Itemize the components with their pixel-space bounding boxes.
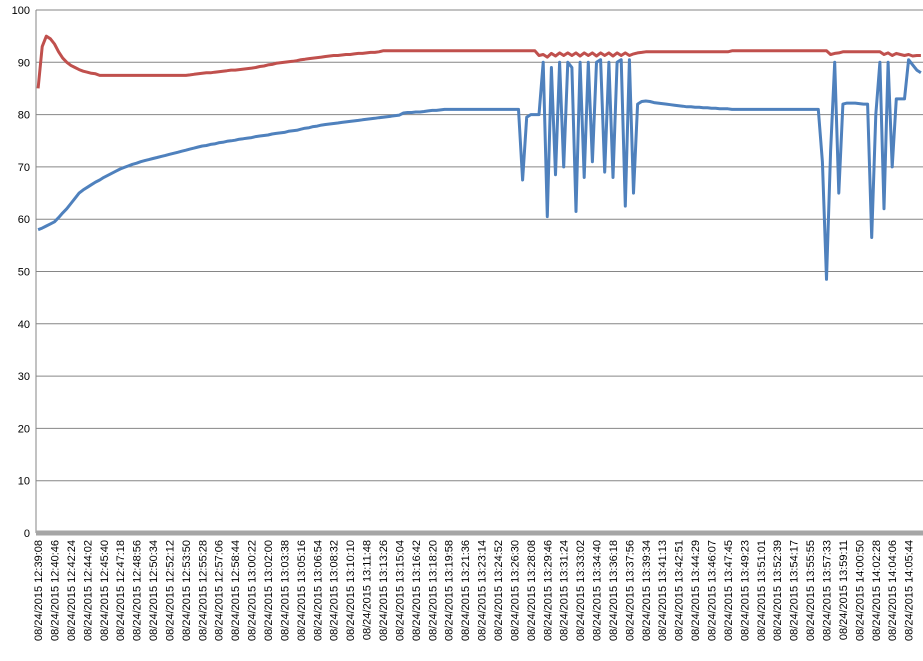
x-tick-label: 08/24/2015 13:44:29 bbox=[690, 540, 702, 641]
x-tick-label: 08/24/2015 13:57:33 bbox=[821, 540, 833, 641]
x-tick-label: 08/24/2015 13:03:38 bbox=[279, 540, 291, 641]
x-tick-label: 08/24/2015 13:02:00 bbox=[263, 540, 275, 641]
y-tick-label: 20 bbox=[18, 423, 30, 435]
x-tick-label: 08/24/2015 13:34:40 bbox=[592, 540, 604, 641]
x-tick-label: 08/24/2015 13:16:42 bbox=[411, 540, 423, 641]
x-tick-label: 08/24/2015 13:15:04 bbox=[394, 540, 406, 641]
series-line bbox=[37, 58, 922, 281]
x-tick-label: 08/24/2015 13:55:55 bbox=[805, 540, 817, 641]
x-tick-label: 08/24/2015 13:49:23 bbox=[739, 540, 751, 641]
x-tick-label: 08/24/2015 14:04:06 bbox=[887, 540, 899, 641]
series-line bbox=[36, 34, 921, 89]
x-tick-label: 08/24/2015 13:39:34 bbox=[641, 540, 653, 641]
y-tick-label: 10 bbox=[18, 476, 30, 488]
y-tick-label: 90 bbox=[18, 57, 30, 69]
x-tick-label: 08/24/2015 13:13:26 bbox=[378, 540, 390, 641]
x-tick-label: 08/24/2015 13:19:58 bbox=[444, 540, 456, 641]
x-tick-label: 08/24/2015 12:45:40 bbox=[99, 540, 111, 641]
y-tick-label: 60 bbox=[18, 214, 30, 226]
y-tick-label: 100 bbox=[12, 5, 30, 17]
x-tick-label: 08/24/2015 13:26:30 bbox=[509, 540, 521, 641]
y-tick-label: 30 bbox=[18, 371, 30, 383]
x-tick-label: 08/24/2015 13:36:18 bbox=[608, 540, 620, 641]
x-tick-label: 08/24/2015 13:06:54 bbox=[312, 540, 324, 641]
x-tick-label: 08/24/2015 14:05:44 bbox=[904, 540, 916, 641]
x-tick-label: 08/24/2015 13:33:02 bbox=[575, 540, 587, 641]
x-tick-label: 08/24/2015 13:00:22 bbox=[247, 540, 259, 641]
x-tick-label: 08/24/2015 13:08:32 bbox=[329, 540, 341, 641]
y-tick-label: 80 bbox=[18, 110, 30, 122]
x-tick-label: 08/24/2015 13:51:01 bbox=[756, 540, 768, 641]
x-tick-label: 08/24/2015 12:47:18 bbox=[115, 540, 127, 641]
x-tick-label: 08/24/2015 12:55:28 bbox=[197, 540, 209, 641]
x-tick-label: 08/24/2015 13:54:17 bbox=[789, 540, 801, 641]
x-tick-label: 08/24/2015 12:48:56 bbox=[132, 540, 144, 641]
x-tick-label: 08/24/2015 13:59:11 bbox=[838, 540, 850, 640]
y-tick-label: 40 bbox=[18, 319, 30, 331]
x-tick-label: 08/24/2015 13:18:20 bbox=[427, 540, 439, 641]
x-tick-label: 08/24/2015 14:00:50 bbox=[854, 540, 866, 641]
x-tick-label: 08/24/2015 12:44:02 bbox=[82, 540, 94, 641]
y-tick-label: 50 bbox=[18, 267, 30, 279]
x-tick-label: 08/24/2015 13:41:13 bbox=[657, 540, 669, 641]
y-tick-label: 70 bbox=[18, 162, 30, 174]
x-tick-label: 08/24/2015 13:28:08 bbox=[526, 540, 538, 641]
x-tick-label: 08/24/2015 12:42:24 bbox=[66, 540, 78, 641]
x-tick-label: 08/24/2015 13:29:46 bbox=[542, 540, 554, 641]
x-tick-label: 08/24/2015 13:31:24 bbox=[559, 540, 571, 641]
x-tick-label: 08/24/2015 12:58:44 bbox=[230, 540, 242, 641]
x-tick-label: 08/24/2015 13:37:56 bbox=[624, 540, 636, 641]
x-tick-label: 08/24/2015 13:21:36 bbox=[460, 540, 472, 641]
x-tick-label: 08/24/2015 12:52:12 bbox=[164, 540, 176, 641]
x-tick-label: 08/24/2015 12:57:06 bbox=[214, 540, 226, 641]
x-tick-label: 08/24/2015 13:24:52 bbox=[493, 540, 505, 641]
x-tick-label: 08/24/2015 13:05:16 bbox=[296, 540, 308, 641]
x-tick-label: 08/24/2015 12:50:34 bbox=[148, 540, 160, 641]
x-tick-label: 08/24/2015 12:39:08 bbox=[33, 540, 45, 641]
x-tick-label: 08/24/2015 13:52:39 bbox=[772, 540, 784, 641]
x-tick-label: 08/24/2015 13:10:10 bbox=[345, 540, 357, 641]
x-tick-label: 08/24/2015 14:02:28 bbox=[871, 540, 883, 641]
y-tick-label: 0 bbox=[24, 528, 30, 540]
x-tick-label: 08/24/2015 13:47:45 bbox=[723, 540, 735, 641]
x-tick-label: 08/24/2015 12:40:46 bbox=[49, 540, 61, 641]
x-tick-label: 08/24/2015 13:42:51 bbox=[674, 540, 686, 641]
x-tick-label: 08/24/2015 12:53:50 bbox=[181, 540, 193, 641]
x-tick-label: 08/24/2015 13:23:14 bbox=[477, 540, 489, 641]
x-tick-label: 08/24/2015 13:46:07 bbox=[707, 540, 719, 641]
x-tick-label: 08/24/2015 13:11:48 bbox=[362, 540, 374, 640]
